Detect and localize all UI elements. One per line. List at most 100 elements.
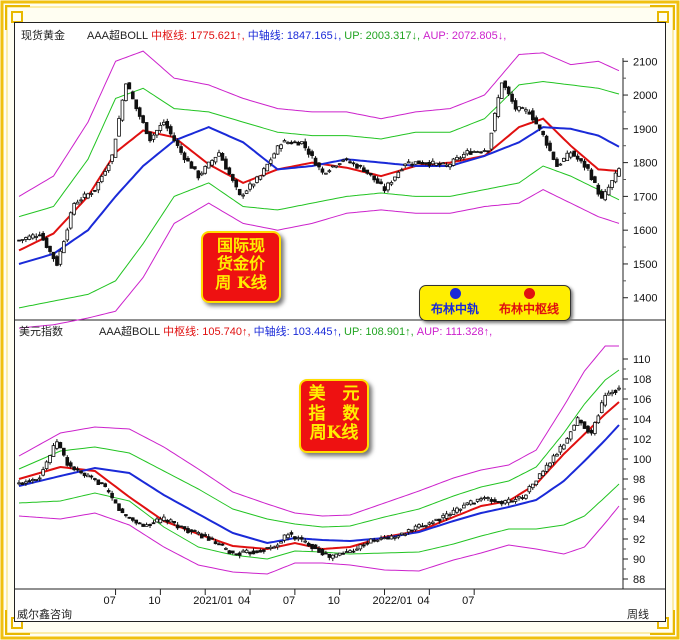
dxy-series-adn	[18, 505, 620, 575]
gold-candle-body	[79, 199, 83, 202]
gold-candle-body	[272, 153, 276, 159]
gold-candle-body	[596, 184, 601, 195]
dxy-indicator-header: AAA超BOLL 中枢线: 105.740↑, 中轴线: 103.445↑, UP: …	[99, 323, 495, 339]
timeframe-label: 周线	[627, 609, 649, 621]
indicator-value: 中轴线: 103.445↑,	[253, 326, 342, 338]
gold-candle-body	[524, 109, 528, 112]
dxy-y-tick-label: 100	[633, 454, 651, 466]
dxy-candle-body	[165, 519, 170, 523]
gold-candle-body	[327, 170, 332, 173]
x-tick-label: 07	[283, 595, 295, 607]
dxy-candle-body	[186, 528, 190, 534]
gold-candle-body	[130, 91, 135, 100]
dxy-title-line: 美 元	[308, 384, 360, 404]
dxy-candle-body	[358, 544, 363, 550]
dxy-candle-body	[86, 474, 90, 478]
gold-candle-body	[89, 193, 94, 195]
gold-y-tick-label: 2100	[633, 56, 657, 68]
gold-candle-body	[437, 163, 442, 166]
dxy-candle-body	[386, 537, 390, 540]
dxy-y-tick-label: 92	[633, 534, 645, 546]
gold-candle-body	[96, 182, 101, 191]
x-tick-label: 2021/01	[193, 595, 233, 607]
gold-candle-body	[265, 163, 270, 172]
gold-series-中轴线	[18, 126, 620, 265]
dxy-candle-body	[48, 455, 52, 464]
gold-candle-body	[175, 140, 180, 146]
gold-candle-body	[527, 111, 532, 115]
gold-candle-body	[544, 135, 549, 146]
gold-candle-body	[168, 126, 173, 135]
dxy-candle-body	[296, 537, 301, 540]
dxy-candle-body	[344, 551, 349, 553]
dxy-candle-body	[286, 534, 290, 539]
gold-candle-body	[572, 150, 576, 157]
gold-candle-body	[306, 148, 311, 155]
gold-title-line: 周 K线	[215, 272, 267, 292]
dxy-candle-body	[424, 525, 428, 527]
dxy-candle-body	[241, 550, 245, 553]
dxy-candle-body	[289, 532, 294, 535]
gold-candle-body	[582, 160, 587, 168]
dxy-candle-body	[406, 529, 411, 533]
gold-candle-body	[341, 159, 345, 162]
gold-candle-body	[444, 164, 449, 167]
gold-series-adn	[18, 189, 620, 329]
dxy-candle-body	[448, 514, 452, 516]
dxy-candle-body	[399, 532, 404, 535]
gold-candle-body	[372, 175, 376, 181]
gold-candle-body	[503, 80, 508, 88]
gold-candle-body	[506, 86, 511, 95]
dxy-candle-body	[513, 499, 518, 502]
gold-candle-body	[486, 150, 490, 153]
dxy-candle-body	[341, 552, 345, 555]
dxy-title-box: 美 元 指 数 周K线	[299, 379, 369, 453]
legend-item-center-line: 布林中枢线	[490, 288, 568, 317]
indicator-value: 中枢线: 1775.621↑,	[151, 30, 245, 42]
gold-y-tick-label: 1400	[633, 293, 657, 305]
dxy-candle-body	[599, 402, 604, 413]
gold-candle-body	[355, 163, 359, 169]
legend-label: 布林中枢线	[498, 302, 559, 316]
gold-title-line: 货金价	[216, 254, 265, 274]
gold-candle-body	[510, 93, 514, 102]
gold-candle-body	[144, 122, 149, 135]
dxy-candle-body	[82, 472, 87, 477]
gold-y-tick-label: 2000	[633, 90, 657, 102]
dxy-candle-body	[610, 391, 614, 395]
gold-title-box: 国际现 货金价 周 K线	[201, 231, 281, 303]
dxy-panel-label: 美元指数	[19, 326, 63, 338]
gold-candle-body	[230, 174, 235, 181]
dxy-candle-body	[44, 461, 49, 470]
gold-y-tick-label: 1500	[633, 259, 657, 271]
dxy-candle-body	[262, 549, 266, 552]
gold-candle-body	[413, 161, 418, 165]
gold-candle-body	[251, 183, 256, 187]
dxy-candle-body	[582, 421, 587, 429]
gold-candle-body	[586, 164, 590, 169]
dxy-candle-body	[427, 522, 432, 525]
dxy-candle-body	[151, 522, 156, 525]
gold-candle-body	[430, 160, 435, 165]
dxy-candle-body	[96, 479, 101, 485]
dxy-candle-body	[330, 554, 335, 559]
gold-candle-body	[468, 151, 473, 155]
gold-plot: 1400 1500 1600 1700 1800 1900 2000 2100	[17, 50, 657, 329]
dxy-candle-body	[568, 431, 573, 440]
dxy-candle-body	[268, 546, 273, 549]
indicator-value: AUP: 111.328↑,	[416, 326, 493, 338]
gold-candle-body	[424, 162, 428, 165]
band-legend: 布林中轨 布林中枢线	[419, 285, 571, 321]
gold-candle-body	[472, 151, 476, 153]
dxy-candle-body	[410, 529, 414, 532]
dxy-candle-body	[417, 524, 421, 528]
dxy-candle-body	[168, 519, 173, 523]
gold-candle-body	[296, 141, 301, 146]
dxy-candle-body	[320, 548, 325, 556]
dxy-candle-body	[468, 500, 473, 505]
dxy-candle-body	[206, 536, 211, 541]
x-tick-label: 07	[462, 595, 474, 607]
gold-candle-body	[117, 118, 121, 137]
dxy-candle-body	[220, 543, 225, 546]
gold-candle-body	[617, 168, 621, 177]
